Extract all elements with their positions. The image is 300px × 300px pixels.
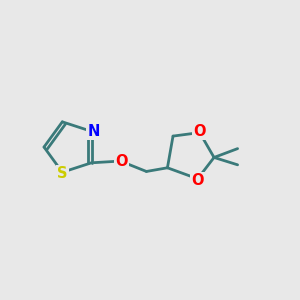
Text: O: O — [194, 124, 206, 139]
Text: O: O — [191, 173, 204, 188]
Text: O: O — [115, 154, 128, 169]
Text: N: N — [87, 124, 100, 139]
Text: S: S — [57, 166, 68, 181]
